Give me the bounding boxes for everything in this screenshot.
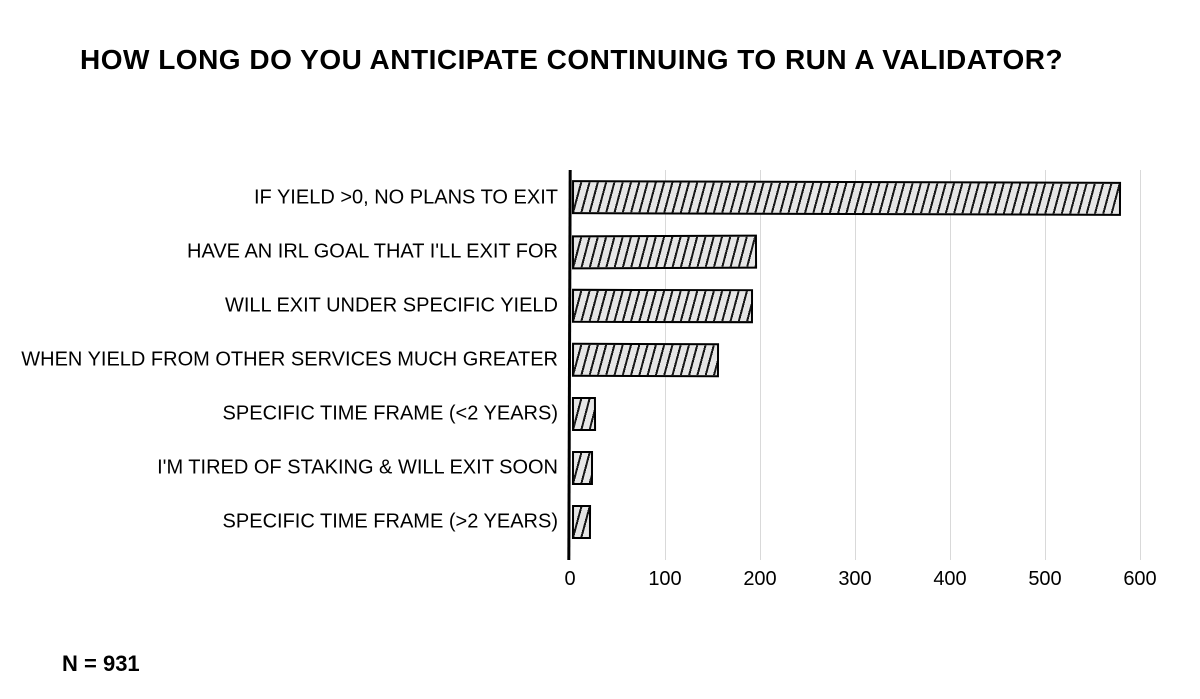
page: HOW LONG DO YOU ANTICIPATE CONTINUING TO… <box>0 0 1200 699</box>
plot-area: 0 100 200 300 400 500 600 <box>570 170 1140 550</box>
xtick-300: 300 <box>838 568 871 591</box>
ylabel-1: HAVE AN IRL GOAL THAT I'LL EXIT FOR <box>187 241 558 264</box>
xtick-100: 100 <box>648 568 681 591</box>
gridline-300 <box>855 170 856 560</box>
xtick-400: 400 <box>933 568 966 591</box>
gridline-200 <box>760 170 761 560</box>
chart-title: HOW LONG DO YOU ANTICIPATE CONTINUING TO… <box>80 44 1063 76</box>
xtick-0: 0 <box>564 568 575 591</box>
xtick-200: 200 <box>743 568 776 591</box>
bar-2 <box>572 289 753 323</box>
ylabel-6: SPECIFIC TIME FRAME (>2 YEARS) <box>223 511 558 534</box>
bar-3 <box>572 343 719 377</box>
xtick-500: 500 <box>1028 568 1061 591</box>
ylabel-5: I'M TIRED OF STAKING & WILL EXIT SOON <box>157 457 558 480</box>
ylabel-0: IF YIELD >0, NO PLANS TO EXIT <box>254 187 558 210</box>
ylabel-4: SPECIFIC TIME FRAME (<2 YEARS) <box>223 403 558 426</box>
gridline-600 <box>1140 170 1141 560</box>
bar-0 <box>572 180 1121 216</box>
chart-area: IF YIELD >0, NO PLANS TO EXIT HAVE AN IR… <box>60 170 1140 600</box>
gridline-400 <box>950 170 951 560</box>
gridline-500 <box>1045 170 1046 560</box>
bar-1 <box>572 235 757 270</box>
ylabel-2: WILL EXIT UNDER SPECIFIC YIELD <box>225 295 558 318</box>
bar-5 <box>572 451 593 485</box>
bar-4 <box>572 397 596 431</box>
sample-size-footnote: N = 931 <box>62 651 140 677</box>
ylabel-3: WHEN YIELD FROM OTHER SERVICES MUCH GREA… <box>21 349 558 372</box>
bar-6 <box>572 505 591 539</box>
xtick-600: 600 <box>1123 568 1156 591</box>
